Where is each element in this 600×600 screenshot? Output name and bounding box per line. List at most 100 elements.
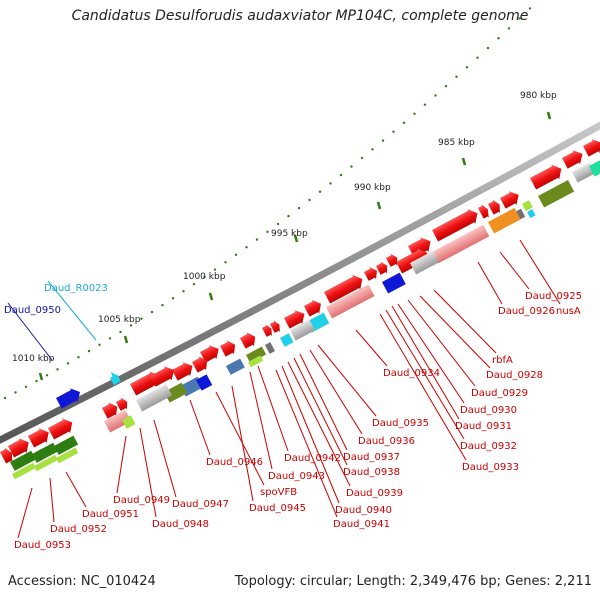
major-tick bbox=[376, 201, 382, 210]
leader-line bbox=[287, 361, 351, 487]
scale-dot bbox=[234, 253, 238, 257]
scale-dot bbox=[486, 46, 490, 50]
gene-feature bbox=[192, 356, 208, 373]
gene-feature bbox=[262, 323, 272, 337]
scale-dot bbox=[507, 27, 511, 30]
scale-dot bbox=[465, 66, 469, 69]
genome-backbone bbox=[0, 121, 600, 444]
gene-label: Daud_0929 bbox=[471, 388, 528, 399]
gene-feature bbox=[150, 366, 175, 387]
gene-feature bbox=[32, 442, 58, 463]
leader-line bbox=[139, 427, 157, 518]
scale-dot bbox=[45, 374, 49, 377]
leader-line bbox=[257, 365, 289, 452]
gene-feature bbox=[572, 162, 596, 183]
gene-label: Daud_0935 bbox=[372, 418, 429, 429]
scale-dot bbox=[455, 75, 458, 78]
leader-line bbox=[407, 299, 476, 387]
scale-dot bbox=[182, 290, 185, 293]
label-leaders bbox=[7, 239, 561, 539]
leader-line bbox=[293, 357, 348, 466]
leader-line bbox=[275, 369, 338, 518]
scale-dot bbox=[224, 261, 227, 264]
scale-label: 1000 kbp bbox=[183, 272, 226, 282]
gene-label: Daud_0941 bbox=[333, 519, 390, 530]
gene-feature bbox=[530, 164, 562, 190]
gene-label: spoVFB bbox=[260, 487, 297, 498]
gene-label: Daud_0932 bbox=[460, 441, 517, 452]
gene-feature bbox=[200, 345, 219, 363]
gene-feature bbox=[136, 384, 173, 412]
scale-label: 1005 kbp bbox=[98, 315, 141, 325]
scale-dot bbox=[56, 368, 59, 371]
scale-dot bbox=[518, 17, 521, 20]
scale-dot bbox=[423, 103, 427, 106]
scale-dot bbox=[392, 130, 395, 133]
scale-dot bbox=[108, 337, 112, 340]
gene-feature bbox=[432, 224, 490, 264]
gene-feature bbox=[488, 199, 500, 215]
gene-feature bbox=[102, 402, 118, 419]
scale-dot bbox=[350, 165, 353, 168]
gene-label: Daud_0953 bbox=[14, 540, 71, 551]
gene-features bbox=[0, 139, 600, 480]
leader-line bbox=[355, 329, 388, 367]
gene-label: Daud_0937 bbox=[343, 452, 400, 463]
leader-line bbox=[385, 309, 465, 440]
scale-dot bbox=[87, 349, 91, 353]
gene-feature bbox=[0, 447, 13, 464]
gene-feature bbox=[116, 397, 128, 411]
accession-text: Accession: NC_010424 bbox=[8, 574, 156, 589]
gene-label: Daud_R0023 bbox=[44, 283, 108, 294]
gene-feature bbox=[432, 208, 478, 242]
scale-labels: 980 kbp 985 kbp 990 kbp 995 kbp 1000 kbp 1005… bbox=[12, 91, 557, 364]
leader-line bbox=[153, 419, 177, 498]
leader-line bbox=[49, 477, 55, 523]
scale-dot bbox=[297, 206, 301, 210]
gene-feature bbox=[246, 346, 267, 363]
gene-label: Daud_0946 bbox=[206, 457, 263, 468]
leader-line bbox=[281, 365, 340, 504]
gene-feature bbox=[9, 450, 36, 471]
scale-dot bbox=[266, 230, 269, 234]
gene-feature bbox=[56, 447, 79, 464]
scale-label: 980 kbp bbox=[520, 91, 557, 101]
scale-dot bbox=[192, 282, 196, 286]
gene-feature bbox=[34, 454, 59, 472]
major-tick bbox=[293, 234, 299, 243]
gene-label: Daud_0942 bbox=[284, 453, 341, 464]
scale-dot bbox=[434, 94, 437, 97]
scale-dot bbox=[35, 379, 38, 383]
gene-label: Daud_0952 bbox=[50, 524, 107, 535]
scale-dot bbox=[98, 343, 101, 346]
scale-dot bbox=[360, 156, 364, 160]
scale-dot bbox=[528, 7, 532, 10]
leader-line bbox=[391, 305, 460, 420]
gene-feature bbox=[583, 139, 600, 157]
gene-feature bbox=[478, 203, 489, 219]
gene-feature bbox=[522, 200, 533, 212]
gene-feature bbox=[396, 248, 428, 274]
scale-dot bbox=[119, 330, 122, 334]
gene-feature bbox=[324, 274, 363, 304]
scale-label: 990 kbp bbox=[354, 183, 391, 193]
scale-dot bbox=[129, 324, 133, 327]
scale-dot bbox=[287, 214, 290, 218]
gene-feature bbox=[326, 284, 375, 319]
leader-line bbox=[477, 261, 503, 305]
scale-dot bbox=[203, 275, 206, 279]
scale-dot bbox=[3, 396, 7, 400]
leader-line bbox=[379, 313, 467, 461]
gene-feature bbox=[54, 435, 79, 455]
gene-feature bbox=[304, 299, 321, 317]
leader-line bbox=[249, 371, 273, 470]
gene-feature bbox=[410, 250, 440, 275]
gene-label: Daud_0928 bbox=[486, 370, 543, 381]
scale-dot bbox=[24, 385, 28, 389]
scale-dot bbox=[381, 139, 385, 142]
gene-label: Daud_0945 bbox=[249, 503, 306, 514]
scale-dot bbox=[413, 112, 416, 115]
scale-dot bbox=[318, 190, 322, 193]
scale-dot bbox=[476, 56, 479, 59]
gene-feature bbox=[270, 319, 280, 333]
